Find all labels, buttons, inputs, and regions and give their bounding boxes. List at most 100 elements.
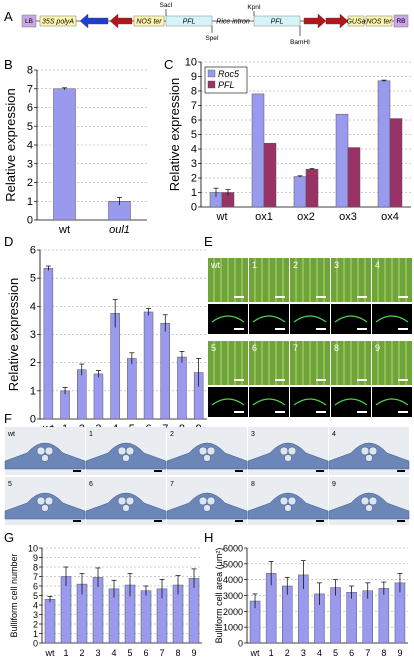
y-tick-label-h-3: 3000 <box>223 591 243 601</box>
legend-label-c-1: PFL <box>218 80 235 90</box>
bar-c-0-4 <box>377 80 391 208</box>
vessel-c-1-2 <box>203 504 211 512</box>
x-tick-label-g-9: 9 <box>191 648 196 658</box>
y-tick-label-h-4: 4000 <box>223 575 243 585</box>
bar-c-0-3 <box>335 113 349 208</box>
section-photo-scale-0-2 <box>235 470 243 472</box>
y-tick-label-d-0: 0 <box>30 414 36 426</box>
scale-bar-1-2 <box>316 379 326 381</box>
y-tick-label-g-4: 4 <box>33 601 38 611</box>
panel-label-h: H <box>204 530 213 545</box>
vessel-b-0-4 <box>368 446 378 456</box>
spe-site: SpeI <box>205 35 219 42</box>
polya-35s-label: 35S polyA <box>42 19 74 26</box>
section-photo-scale-1-1 <box>154 520 162 522</box>
y-tick-label-c-1: 1 <box>191 187 197 199</box>
blue-arrow-icon <box>79 13 109 29</box>
vessel-c-0-3 <box>284 454 292 462</box>
x-tick-label-g-1: 1 <box>63 648 68 658</box>
leaf-photo-label-0-4: 4 <box>375 260 380 270</box>
vessel-b-1-3 <box>287 496 297 506</box>
bar-c-1-2 <box>305 169 319 208</box>
red-arrow-right-icon-1 <box>303 13 327 29</box>
y-tick-label-b-7: 7 <box>27 83 33 95</box>
vessel-c-1-3 <box>284 504 292 512</box>
vessel-b-0-1 <box>125 446 135 456</box>
kpn-site: KpnI <box>247 4 261 11</box>
bar-d-8 <box>177 356 187 420</box>
bar-h-8 <box>378 588 390 644</box>
rb-border <box>393 14 409 28</box>
leaf-outline-0-0 <box>211 315 245 323</box>
panel-label-e: E <box>204 234 213 249</box>
y-tick-label-c-4: 4 <box>191 144 197 156</box>
bar-d-2 <box>77 369 87 420</box>
section-photo-label-1-3: 8 <box>251 481 255 488</box>
leaf-outline-1-0 <box>211 398 245 406</box>
vessel-a-0-4 <box>360 446 370 456</box>
y-tick-label-h-5: 5000 <box>223 559 243 569</box>
y-tick-label-b-1: 1 <box>27 196 33 208</box>
scale-bar-1-0 <box>234 379 244 381</box>
y-tick-label-h-1: 1000 <box>223 623 243 633</box>
y-tick-label-h-2: 2000 <box>223 607 243 617</box>
x-tick-label-g-7: 7 <box>159 648 164 658</box>
vessel-b-1-1 <box>125 496 135 506</box>
x-tick-label-h-3: 3 <box>301 648 306 658</box>
section-photo-scale-1-4 <box>397 520 405 522</box>
section-scale-bar-1-1 <box>275 411 285 413</box>
bar-d-6 <box>143 311 154 420</box>
gusa <box>347 15 365 27</box>
lb-label: LB <box>25 18 33 25</box>
scale-bar-1-3 <box>357 379 367 381</box>
construct-diagram: LB 35S polyA NOS ter PFL Rice intron PFL… <box>21 2 409 46</box>
vessel-b-1-0 <box>44 496 54 506</box>
vessel-c-1-4 <box>365 504 373 512</box>
bar-d-7 <box>160 322 170 420</box>
y-tick-label-b-4: 4 <box>27 140 33 152</box>
bar-h-5 <box>330 587 341 644</box>
y-tick-label-d-4: 4 <box>30 301 36 313</box>
vessel-b-0-0 <box>44 446 54 456</box>
vessel-c-0-4 <box>365 454 373 462</box>
vessel-a-0-1 <box>117 446 127 456</box>
section-scale-bar-0-4 <box>398 328 408 330</box>
y-tick-label-b-2: 2 <box>27 177 33 189</box>
y-tick-label-b-8: 8 <box>27 65 33 77</box>
bar-c-1-3 <box>347 147 361 208</box>
leaf-photo-label-0-0: wt <box>210 260 220 270</box>
nos-ter-2 <box>365 15 393 27</box>
x-tick-label-c-0: wt <box>216 211 228 223</box>
vessel-a-1-1 <box>117 496 127 506</box>
x-tick-label-g-8: 8 <box>175 648 180 658</box>
y-tick-label-h-6: 6000 <box>223 544 243 554</box>
legend-label-c-0: Roc5 <box>218 69 240 79</box>
leaf-outline-1-3 <box>334 398 368 406</box>
y-tick-label-c-10: 10 <box>185 57 197 69</box>
bar-g-1 <box>60 576 72 644</box>
leaf-photo-label-1-0: 5 <box>211 343 216 353</box>
y-tick-label-d-6: 6 <box>30 245 36 257</box>
y-tick-label-g-9: 9 <box>33 553 38 563</box>
section-scale-bar-1-3 <box>357 411 367 413</box>
vessel-a-0-0 <box>36 446 46 456</box>
vessel-c-0-0 <box>41 454 49 462</box>
leaf-photo-label-0-2: 2 <box>293 260 298 270</box>
panel-label-b: B <box>4 57 13 72</box>
y-tick-label-d-3: 3 <box>30 329 36 341</box>
scale-bar-0-0 <box>234 296 244 298</box>
leaf-outline-0-1 <box>252 315 286 323</box>
y-tick-label-c-2: 2 <box>191 173 197 185</box>
section-scale-bar-0-1 <box>275 328 285 330</box>
pfl-antisense-label: PFL <box>183 19 196 26</box>
bar-c-1-4 <box>389 118 403 208</box>
bar-g-0 <box>44 599 56 644</box>
bar-c-0-2 <box>293 176 307 208</box>
panel-label-f: F <box>4 411 12 426</box>
bar-c-1-1 <box>263 142 277 208</box>
vessel-c-0-2 <box>203 454 211 462</box>
x-tick-label-h-6: 6 <box>349 648 354 658</box>
section-photo-label-0-3: 3 <box>251 431 255 438</box>
